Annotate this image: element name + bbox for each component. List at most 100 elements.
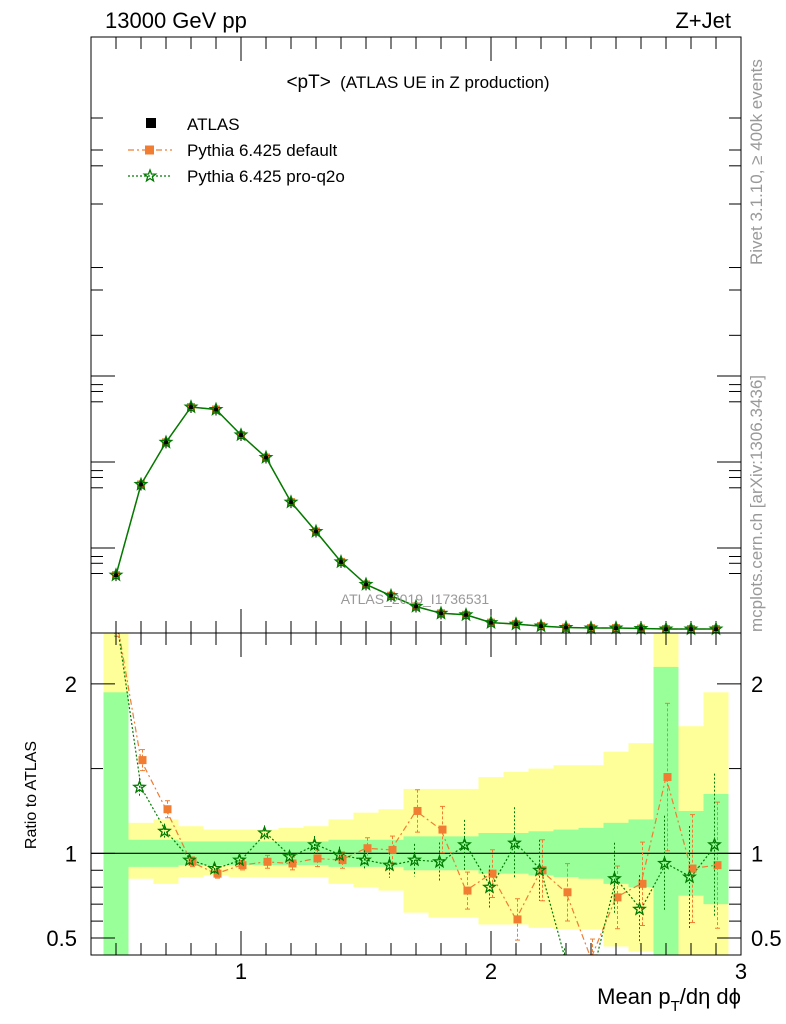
ratio-point-default (588, 954, 597, 955)
point-pro-q2o (608, 620, 624, 635)
ratio-ytick-label-right: 1 (751, 841, 763, 866)
legend-mc1-marker (145, 145, 154, 155)
point-pro-q2o (433, 605, 449, 620)
x-tick-label: 3 (735, 959, 747, 984)
point-pro-q2o (208, 401, 224, 416)
ratio-point-default (613, 893, 622, 902)
ratio-point-pro-q2o (482, 879, 497, 894)
ratio-point-pro-q2o (307, 836, 322, 852)
ratio-point-default (313, 854, 322, 863)
ratio-point-pro-q2o (207, 860, 222, 875)
source-label: mcplots.cern.ch [arXiv:1306.3436] (747, 375, 766, 632)
ratio-ytick-label-left: 0.5 (46, 926, 77, 951)
ratio-point-pro-q2o (407, 852, 422, 867)
point-pro-q2o (358, 576, 374, 591)
point-pro-q2o (583, 620, 599, 635)
plot-title: <pT> (ATLAS UE in Z production) (286, 72, 549, 93)
point-atlas (364, 582, 368, 587)
point-pro-q2o (683, 621, 699, 636)
ratio-point-default (288, 859, 297, 868)
ratio-point-default (513, 915, 522, 924)
ratio-ytick-label-left: 1 (65, 841, 77, 866)
ratio-point-default (713, 861, 722, 870)
point-atlas (164, 440, 168, 445)
ratio-point-pro-q2o (607, 870, 622, 886)
ratio-point-default (688, 864, 697, 873)
point-pro-q2o (508, 616, 524, 631)
point-atlas (464, 612, 468, 617)
point-atlas (414, 604, 418, 609)
point-pro-q2o (483, 614, 499, 629)
ratio-point-pro-q2o (282, 848, 297, 864)
plot-title-sub: (ATLAS UE in Z production) (340, 73, 549, 92)
ratio-ytick-label-left: 2 (65, 672, 77, 697)
ratio-point-default (413, 806, 422, 815)
ratio-point-default (563, 888, 572, 897)
point-atlas (639, 626, 643, 631)
header-left: 13000 GeV pp (105, 8, 247, 33)
ratio-point-default (663, 773, 672, 782)
point-pro-q2o (158, 434, 174, 449)
x-axis-label-tail: /dη dϕ (680, 984, 741, 1009)
point-pro-q2o (533, 618, 549, 633)
ratio-point-pro-q2o (432, 853, 447, 869)
ratio-point-pro-q2o (257, 825, 272, 840)
point-pro-q2o (708, 621, 724, 636)
point-pro-q2o (383, 587, 399, 603)
ratio-ylabel: Ratio to ATLAS (23, 741, 40, 849)
band-inner (103, 692, 129, 955)
point-pro-q2o (108, 567, 124, 582)
ratio-point-default (363, 844, 372, 853)
legend: ATLAS Pythia 6.425 default Pythia 6.425 … (128, 115, 345, 186)
ratio-point-pro-q2o (157, 823, 172, 838)
legend-data-label: ATLAS (187, 115, 240, 134)
point-pro-q2o (408, 598, 424, 613)
point-atlas (514, 622, 518, 627)
point-atlas (589, 626, 593, 631)
point-pro-q2o (258, 449, 274, 464)
ratio-line-pro-q2o (117, 633, 717, 955)
legend-mc1-label: Pythia 6.425 default (187, 141, 338, 160)
legend-data-marker (146, 118, 156, 128)
point-atlas (614, 626, 618, 631)
point-atlas (139, 482, 143, 487)
point-atlas (564, 625, 568, 630)
ratio-point-pro-q2o (657, 855, 672, 870)
point-atlas (389, 593, 393, 598)
ratio-point-default (638, 879, 647, 888)
ratio-point-pro-q2o (532, 862, 547, 877)
point-atlas (339, 559, 343, 564)
point-atlas (114, 573, 118, 578)
point-atlas (539, 624, 543, 629)
point-pro-q2o (308, 523, 324, 538)
point-atlas (239, 432, 243, 437)
ratio-ytick-label-right: 2 (751, 672, 763, 697)
ratio-point-default (138, 756, 147, 765)
x-tick-label: 2 (485, 959, 497, 984)
point-atlas (489, 620, 493, 625)
point-pro-q2o (658, 621, 674, 636)
main-panel (90, 36, 742, 636)
ratio-point-pro-q2o (584, 974, 595, 985)
point-atlas (214, 407, 218, 412)
point-pro-q2o (458, 606, 474, 622)
point-atlas (314, 529, 318, 534)
ratio-point-pro-q2o (564, 953, 565, 955)
ratio-point-default (263, 857, 272, 866)
header-right: Z+Jet (675, 8, 731, 33)
ratio-point-default (388, 845, 397, 854)
point-pro-q2o (183, 399, 199, 414)
point-atlas (714, 627, 718, 632)
plot-title-main: <pT> (286, 72, 330, 93)
point-pro-q2o (233, 427, 249, 442)
legend-mc2-marker (142, 168, 158, 183)
x-tick-label: 1 (235, 959, 247, 984)
point-pro-q2o (558, 619, 574, 634)
ratio-point-pro-q2o (232, 852, 247, 867)
point-atlas (689, 627, 693, 632)
ratio-point-pro-q2o (332, 847, 347, 862)
x-axis-label-main: Mean p (597, 984, 670, 1009)
point-atlas (189, 405, 193, 410)
x-axis-label-sub: T (671, 998, 680, 1015)
